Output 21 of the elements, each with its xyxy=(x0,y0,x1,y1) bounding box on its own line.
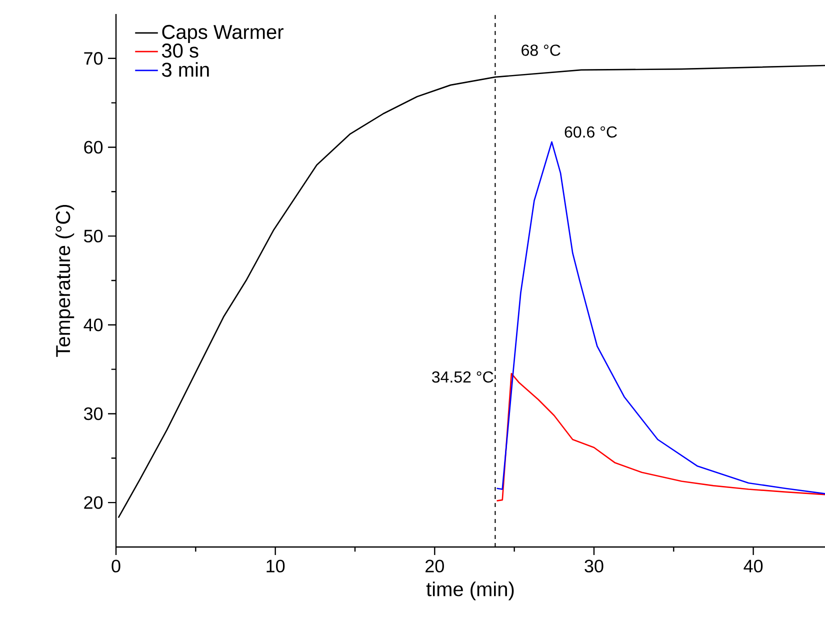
annotation: 68 °C xyxy=(522,44,560,56)
legend-label: Caps Warmer xyxy=(162,24,284,44)
line-series xyxy=(496,372,825,502)
y-tick-label: 70 xyxy=(84,52,103,65)
x-tick-label: 30 xyxy=(584,560,604,572)
y-tick-label: 60 xyxy=(84,140,103,154)
legend-label: 30 s xyxy=(162,44,198,58)
y-tick-label: 20 xyxy=(84,496,103,509)
x-tick-label: 40 xyxy=(744,560,763,572)
x-tick-label: 0 xyxy=(112,560,120,572)
x-tick-label: 20 xyxy=(426,560,444,572)
y-tick-label: 50 xyxy=(84,230,103,242)
legend-label: 3 min xyxy=(162,62,209,77)
annotation: 60.6 °C xyxy=(564,126,617,138)
y-tick-label: 40 xyxy=(84,318,103,332)
line-series xyxy=(496,141,825,494)
y-tick-label: 30 xyxy=(84,407,103,420)
x-tick-label: 10 xyxy=(266,560,285,572)
y-axis-title: Temperature (°C) xyxy=(55,204,74,357)
x-axis-title: time (min) xyxy=(426,582,514,600)
annotation: 34.52 °C xyxy=(432,371,494,383)
